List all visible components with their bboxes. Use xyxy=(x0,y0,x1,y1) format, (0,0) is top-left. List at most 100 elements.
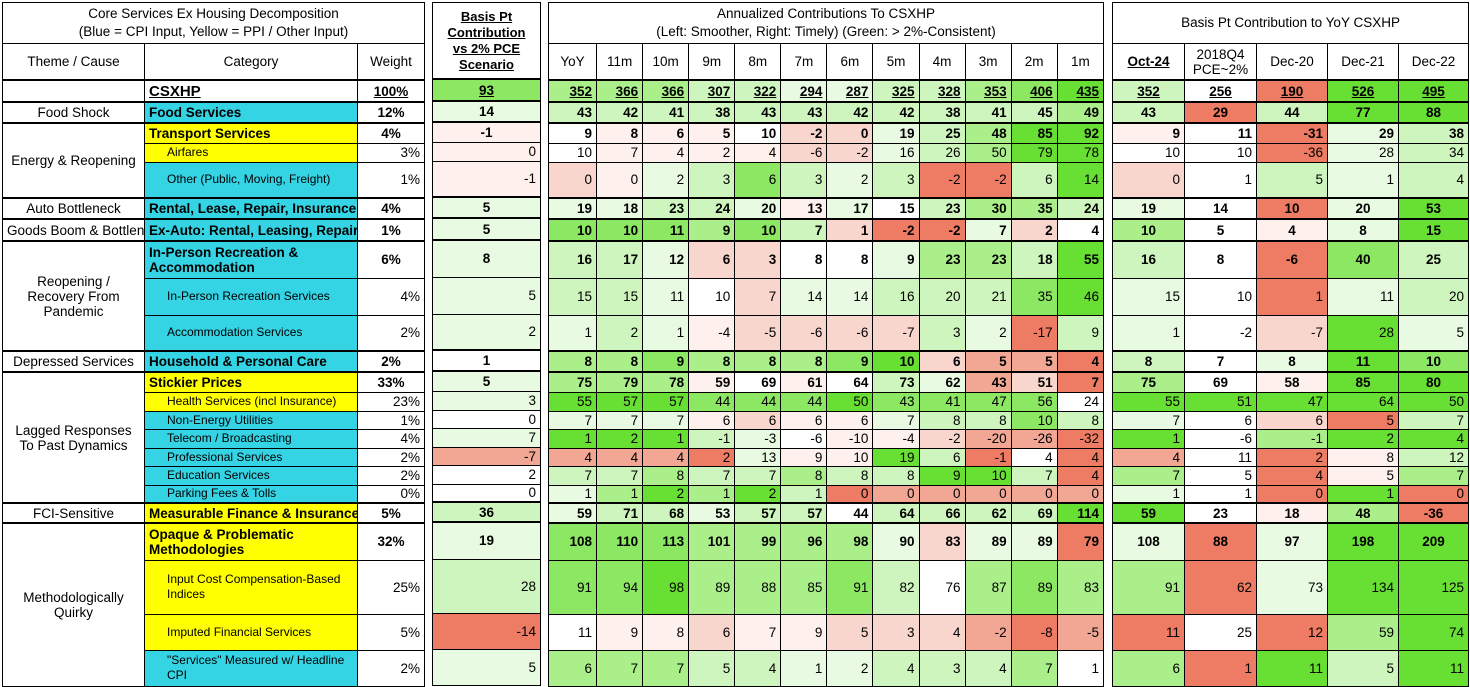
contribution-value-cell: 15 xyxy=(547,277,598,316)
contribution-value-cell: 82 xyxy=(872,559,920,615)
contribution-value-cell: 2 xyxy=(688,447,736,467)
yoy-value-cell: -36 xyxy=(1256,142,1328,163)
category-cell: Opaque & Problematic Methodologies xyxy=(144,522,358,561)
contribution-value-cell: -6 xyxy=(826,314,874,352)
yoy-value-cell: 18 xyxy=(1256,502,1328,524)
contribution-value-cell: 56 xyxy=(1010,391,1058,412)
theme-cell: Methodologically Quirky xyxy=(2,522,145,687)
basis-pt-value-cell: 2 xyxy=(432,464,541,485)
yoy-value-cell: 11 xyxy=(1112,613,1185,651)
weight-cell: 5% xyxy=(356,502,426,524)
category-cell: Food Services xyxy=(144,101,358,124)
yoy-value-cell: 10 xyxy=(1184,277,1257,316)
contribution-value-cell: 6 xyxy=(547,649,598,687)
contribution-value-cell: 6 xyxy=(780,410,828,430)
weight-cell: 2% xyxy=(356,314,426,352)
left-table-title-cell: Core Services Ex Housing Decomposition (… xyxy=(1,2,426,44)
contribution-value-cell: 7 xyxy=(1010,465,1058,486)
table-row: 59 23 18 48 -36 xyxy=(1112,502,1470,524)
weight-cell: 3% xyxy=(356,142,426,163)
contribution-value-cell: 4 xyxy=(734,142,782,163)
contribution-value-cell: 7 xyxy=(780,218,828,242)
contribution-value-cell: 42 xyxy=(826,101,874,124)
contribution-value-cell: 64 xyxy=(872,502,920,524)
contribution-value-cell: 62 xyxy=(918,371,966,393)
yoy-value-cell: 4 xyxy=(1397,428,1470,449)
yoy-value-cell: 40 xyxy=(1327,240,1399,279)
contribution-value-cell: 89 xyxy=(964,522,1012,561)
col-header-oct-24: Oct-24 xyxy=(1112,43,1185,81)
yoy-value-cell: 125 xyxy=(1397,559,1470,615)
table-row: 108 110 113 101 99 96 98 90 83 89 89 79 xyxy=(547,522,1105,561)
contribution-value-cell: 9 xyxy=(780,613,828,651)
contribution-value-cell: 1 xyxy=(547,484,598,504)
basis-pt-value-cell: 5 xyxy=(432,196,541,219)
contribution-value-cell: 0 xyxy=(1010,484,1058,504)
yoy-value-cell: 11 xyxy=(1184,122,1257,144)
table-row: 9 11 -31 29 38 xyxy=(1112,122,1470,144)
contribution-value-cell: 366 xyxy=(642,79,690,103)
mid-table-title-cell: Annualized Contributions To CSXHP (Left:… xyxy=(548,2,1104,44)
contribution-value-cell: -2 xyxy=(918,218,966,242)
yoy-value-cell: 11 xyxy=(1397,649,1470,687)
yoy-value-cell: 10 xyxy=(1184,142,1257,163)
col-header-dec-20: Dec-20 xyxy=(1256,43,1328,81)
yoy-value-cell: 1 xyxy=(1184,161,1257,199)
contribution-value-cell: 50 xyxy=(826,391,874,412)
contribution-value-cell: 435 xyxy=(1056,79,1105,103)
contribution-value-cell: 2 xyxy=(964,314,1012,352)
contribution-value-cell: -2 xyxy=(872,218,920,242)
yoy-value-cell: 28 xyxy=(1327,314,1399,352)
basis-pt-value-cell: 5 xyxy=(432,648,541,686)
contribution-value-cell: 3 xyxy=(872,161,920,199)
contribution-value-cell: 328 xyxy=(918,79,966,103)
contribution-value-cell: 9 xyxy=(918,465,966,486)
yoy-value-cell: -7 xyxy=(1256,314,1328,352)
left-table-header-row: Theme / Cause Category Weight xyxy=(2,43,426,81)
yoy-value-cell: 4 xyxy=(1112,447,1185,467)
table-row: 8 8 9 8 8 8 9 10 6 5 5 4 xyxy=(547,350,1105,373)
table-row: 75 69 58 85 80 xyxy=(1112,371,1470,393)
basis-title-line2: Contribution xyxy=(447,24,526,40)
contribution-value-cell: 7 xyxy=(734,277,782,316)
theme-cell: FCI-Sensitive xyxy=(2,502,145,524)
table-row: FCI-Sensitive Measurable Finance & Insura… xyxy=(2,502,426,524)
contribution-value-cell: 41 xyxy=(918,391,966,412)
contribution-value-cell: 6 xyxy=(918,350,966,373)
yoy-value-cell: 64 xyxy=(1327,391,1399,412)
left-table-title: Core Services Ex Housing Decomposition xyxy=(88,6,339,21)
yoy-value-cell: 88 xyxy=(1184,522,1257,561)
yoy-value-cell: -1 xyxy=(1256,428,1328,449)
contribution-value-cell: 2 xyxy=(596,314,644,352)
weight-cell: 23% xyxy=(356,391,426,412)
weight-cell: 4% xyxy=(356,428,426,449)
table-row: Input Cost Compensation-Based Indices 25% xyxy=(3,559,426,615)
contribution-value-cell: 79 xyxy=(1056,522,1105,561)
contribution-value-cell: 4 xyxy=(872,649,920,687)
yoy-value-cell: 9 xyxy=(1112,122,1185,144)
yoy-value-cell: 73 xyxy=(1256,559,1328,615)
contribution-value-cell: 68 xyxy=(642,502,690,524)
contribution-value-cell: 6 xyxy=(688,410,736,430)
contribution-value-cell: 10 xyxy=(547,218,598,242)
contribution-value-cell: 5 xyxy=(688,122,736,144)
contribution-value-cell: 20 xyxy=(734,197,782,220)
contribution-value-cell: 10 xyxy=(596,218,644,242)
yoy-value-cell: 2 xyxy=(1327,428,1399,449)
contribution-value-cell: 89 xyxy=(1010,559,1058,615)
theme-cell: Lagged Responses To Past Dynamics xyxy=(2,371,145,504)
contribution-value-cell: 20 xyxy=(918,277,966,316)
contribution-value-cell: 108 xyxy=(547,522,598,561)
contribution-value-cell: 85 xyxy=(780,559,828,615)
contribution-value-cell: 8 xyxy=(734,350,782,373)
table-row: 10 7 4 2 4 -6 -2 16 26 50 79 78 xyxy=(547,142,1105,163)
col-header-2m: 2m xyxy=(1010,43,1058,81)
contribution-value-cell: 10 xyxy=(734,218,782,242)
contribution-value-cell: 4 xyxy=(918,613,966,651)
col-header-2018q4-pce-2-: 2018Q4 PCE~2% xyxy=(1184,43,1257,81)
yoy-value-cell: 75 xyxy=(1112,371,1185,393)
basis-title-line4: Scenario xyxy=(459,56,514,72)
contribution-value-cell: 4 xyxy=(1056,447,1105,467)
yoy-value-cell: 1 xyxy=(1256,277,1328,316)
